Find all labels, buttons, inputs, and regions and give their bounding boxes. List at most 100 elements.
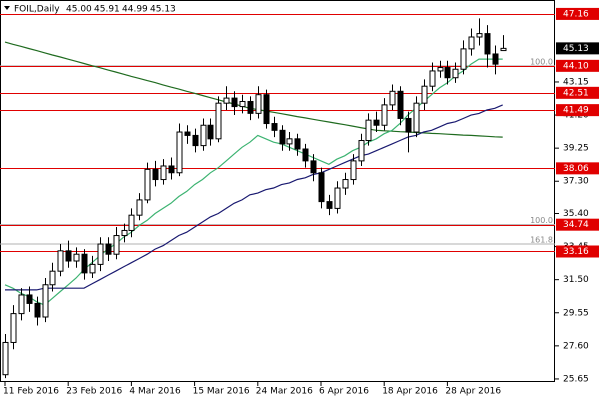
candle-body: [231, 97, 238, 108]
candle-body: [302, 148, 309, 162]
candle-body: [413, 102, 420, 133]
fib-label: 100.0: [530, 57, 553, 66]
candle-body: [397, 90, 404, 119]
moving-average: [4, 41, 503, 138]
candle-body: [81, 253, 88, 274]
chart-title: FOIL,Daily: [14, 5, 60, 15]
header-value: 45.91: [94, 5, 120, 15]
candle-body: [476, 33, 483, 38]
x-tick-label: 24 Mar 2016: [256, 387, 313, 397]
candle-body: [128, 214, 135, 231]
level-label: 38.06: [563, 164, 589, 174]
candle-body: [492, 53, 499, 65]
candle-body: [105, 243, 112, 255]
candle-body: [294, 138, 301, 150]
candle-body: [381, 104, 388, 126]
level-label-box: [556, 59, 599, 72]
candle-body: [2, 341, 9, 376]
y-tick-label: 37.30: [563, 177, 589, 187]
candle-body: [136, 199, 143, 216]
candle-body: [271, 123, 278, 131]
candle-body: [200, 124, 207, 147]
candle-body: [176, 131, 183, 174]
candle-body: [97, 243, 104, 265]
candle-body: [73, 253, 80, 262]
y-tick-label: 39.25: [563, 144, 589, 154]
moving-average: [5, 104, 503, 291]
x-tick-label: 18 Apr 2016: [382, 387, 438, 397]
candle-body: [365, 119, 372, 142]
candle-body: [113, 235, 120, 255]
candle-body: [389, 90, 396, 106]
level-label: 34.74: [563, 220, 589, 230]
header-value: 44.99: [122, 5, 148, 15]
last-price-label: 45.13: [563, 44, 589, 54]
level-label: 42.51: [563, 88, 589, 98]
level-label-box: [556, 86, 599, 99]
candle-body: [500, 47, 507, 52]
candle-body: [460, 48, 467, 70]
level-label: 41.49: [563, 106, 589, 116]
y-tick-label: 29.55: [563, 308, 589, 318]
candle-body: [121, 229, 128, 237]
level-label-box: [556, 104, 599, 117]
candle-body: [239, 100, 246, 108]
candle-body: [326, 201, 333, 209]
candle-body: [18, 294, 25, 315]
candle-body: [152, 168, 159, 181]
candle-body: [255, 94, 262, 114]
candle-body: [10, 313, 17, 343]
x-tick-label: 28 Apr 2016: [445, 387, 501, 397]
fib-label: 100.0: [530, 216, 553, 225]
x-tick-label: 23 Feb 2016: [66, 387, 122, 397]
candle-body: [263, 94, 270, 125]
candle-body: [207, 124, 214, 140]
candle-body: [192, 134, 199, 147]
candle-body: [405, 117, 412, 133]
candle-body: [429, 70, 436, 87]
candle-body: [310, 160, 317, 174]
candle-body: [373, 119, 380, 126]
candle-body: [168, 165, 175, 174]
level-label: 47.16: [563, 9, 589, 19]
moving-average: [4, 58, 503, 306]
level-label: 33.16: [563, 247, 589, 257]
y-tick-label: 25.65: [563, 374, 589, 384]
candle-body: [444, 67, 451, 79]
candle-body: [334, 187, 341, 209]
candle-body: [65, 250, 72, 262]
candle-body: [184, 131, 191, 136]
level-label-box: [556, 245, 599, 258]
header-value: 45.13: [150, 5, 176, 15]
level-label-box: [556, 7, 599, 20]
plot-frame: [0, 0, 555, 382]
candle-body: [144, 168, 151, 201]
fib-label: 161.8: [530, 236, 553, 245]
last-price-box: [556, 42, 599, 55]
candle-body: [484, 33, 491, 55]
candle-body: [34, 302, 41, 318]
candle-body: [468, 36, 475, 50]
candle-body: [279, 129, 286, 145]
candle-body: [437, 67, 444, 72]
y-tick-label: 31.50: [563, 275, 589, 285]
y-tick-label: 43.15: [563, 77, 589, 87]
candle-body: [160, 165, 167, 181]
candle-body: [215, 102, 222, 140]
menu-arrow: [4, 6, 10, 10]
candle-body: [49, 270, 56, 286]
candle-body: [318, 172, 325, 203]
level-label: 44.10: [563, 61, 589, 71]
candle-body: [89, 263, 96, 274]
y-tick-label: 35.40: [563, 209, 589, 219]
candle-body: [223, 97, 230, 104]
candle-body: [350, 160, 357, 181]
level-label-box: [556, 162, 599, 175]
candle-body: [286, 138, 293, 145]
candle-body: [57, 250, 64, 272]
candle-body: [247, 100, 254, 114]
candle-body: [452, 68, 459, 79]
candle-body: [26, 294, 33, 304]
